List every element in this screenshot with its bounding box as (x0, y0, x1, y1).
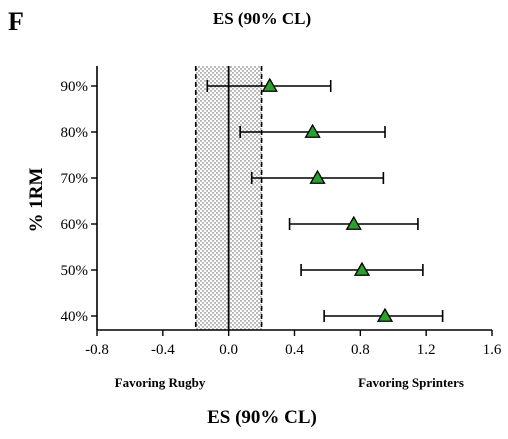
effect-size-marker (376, 307, 394, 322)
effect-size-marker (345, 215, 362, 230)
x-tick-label: 1.6 (483, 342, 502, 358)
x-tick-label: -0.4 (151, 342, 175, 358)
effect-size-marker (353, 261, 371, 276)
panel-label: F (8, 7, 24, 36)
y-tick-label: 60% (61, 217, 89, 233)
annotation-favoring-rugby: Favoring Rugby (115, 375, 206, 390)
y-tick-label: 90% (61, 79, 89, 95)
y-tick-label: 40% (61, 309, 89, 325)
x-tick-label: 0.4 (285, 342, 304, 358)
x-tick-label: 0.8 (351, 342, 370, 358)
y-tick-label: 70% (61, 171, 89, 187)
chart-title: ES (90% CL) (213, 9, 311, 28)
y-tick-label: 80% (61, 125, 89, 141)
x-axis-label: ES (90% CL) (207, 407, 317, 428)
x-tick-label: -0.8 (85, 342, 109, 358)
y-tick-label: 50% (61, 263, 89, 279)
annotation-favoring-sprinters: Favoring Sprinters (358, 375, 464, 390)
x-tick-label: 1.2 (417, 342, 436, 358)
effect-size-marker (309, 169, 326, 184)
effect-size-marker (261, 77, 278, 92)
x-tick-label: 0.0 (219, 342, 238, 358)
effect-size-marker (304, 123, 321, 138)
y-axis-label: % 1RM (26, 167, 47, 232)
